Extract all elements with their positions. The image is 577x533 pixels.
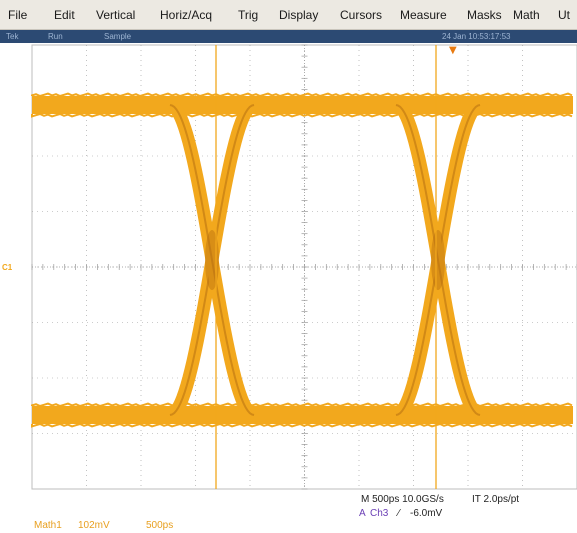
logic-low-rail-noise-top <box>31 402 573 408</box>
eye-crossing-1 <box>205 230 219 290</box>
logic-low-rail <box>32 406 573 424</box>
menu-file[interactable]: File <box>8 8 28 22</box>
status-brand: Tek <box>6 32 19 41</box>
menu-bar: File Edit Vertical Horiz/Acq Trig Displa… <box>0 0 577 30</box>
trigger-position-icon: ▼ <box>449 45 457 56</box>
menu-measure[interactable]: Measure <box>400 8 447 22</box>
falling-edge-1-core <box>169 104 255 416</box>
waveform-display[interactable]: C1 ▼ <box>0 43 577 533</box>
logic-low-rail-noise-bottom <box>31 422 573 428</box>
menu-vertical[interactable]: Vertical <box>96 8 136 22</box>
time-cursors[interactable] <box>215 45 437 489</box>
menu-cursors[interactable]: Cursors <box>340 8 383 22</box>
channel-marker: C1 <box>2 263 13 272</box>
eye-traces <box>31 92 573 428</box>
eye-diagram-plot[interactable]: C1 ▼ <box>0 43 577 533</box>
logic-high-rail-noise-bottom <box>31 112 573 118</box>
menu-display[interactable]: Display <box>279 8 319 22</box>
display-markers: C1 ▼ <box>2 45 457 272</box>
status-bar: Tek Run Sample 24 Jan 10:53:17:53 <box>0 30 577 43</box>
eye-crossing-2 <box>431 230 445 290</box>
menu-horiz-acq[interactable]: Horiz/Acq <box>160 8 213 22</box>
logic-high-rail-noise-top <box>31 92 573 98</box>
menu-math[interactable]: Math <box>513 8 540 22</box>
menu-trig[interactable]: Trig <box>238 8 259 22</box>
status-datetime: 24 Jan 10:53:17:53 <box>442 32 511 41</box>
menu-utilities[interactable]: Ut <box>558 8 570 22</box>
menu-edit[interactable]: Edit <box>54 8 75 22</box>
falling-edge-2-core <box>395 104 481 416</box>
status-acq-mode: Sample <box>104 32 132 41</box>
status-run: Run <box>48 32 63 41</box>
logic-high-rail <box>32 96 573 114</box>
menu-masks[interactable]: Masks <box>467 8 502 22</box>
